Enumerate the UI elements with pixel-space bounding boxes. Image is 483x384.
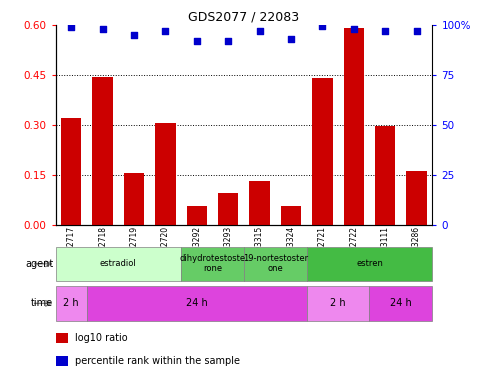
- Point: [99, 26, 107, 32]
- Bar: [56, 356, 68, 366]
- Text: log10 ratio: log10 ratio: [75, 333, 128, 343]
- Point: [382, 28, 389, 34]
- Text: 24 h: 24 h: [186, 298, 208, 308]
- Text: 24 h: 24 h: [390, 298, 412, 308]
- Text: dihydrotestoste
rone: dihydrotestoste rone: [180, 255, 245, 273]
- Bar: [155, 123, 176, 225]
- Bar: [56, 333, 68, 343]
- Bar: [218, 193, 239, 225]
- Bar: [244, 247, 307, 281]
- Text: 19-nortestoster
one: 19-nortestoster one: [243, 255, 308, 273]
- Bar: [249, 181, 270, 225]
- Bar: [124, 173, 144, 225]
- Text: time: time: [31, 298, 53, 308]
- Bar: [281, 206, 301, 225]
- Point: [193, 38, 201, 44]
- Point: [412, 28, 420, 34]
- Bar: [369, 286, 432, 321]
- Point: [68, 24, 75, 30]
- Bar: [307, 286, 369, 321]
- Text: agent: agent: [25, 259, 53, 269]
- Bar: [56, 247, 181, 281]
- Bar: [312, 78, 333, 225]
- Point: [224, 38, 232, 44]
- Bar: [406, 171, 427, 225]
- Bar: [61, 118, 82, 225]
- Text: estradiol: estradiol: [100, 259, 137, 268]
- Bar: [56, 286, 87, 321]
- Text: estren: estren: [356, 259, 383, 268]
- Point: [350, 26, 357, 32]
- Bar: [92, 76, 113, 225]
- Bar: [87, 286, 307, 321]
- Point: [130, 32, 138, 38]
- Point: [319, 23, 327, 29]
- Bar: [343, 28, 364, 225]
- Bar: [181, 247, 244, 281]
- Bar: [186, 206, 207, 225]
- Point: [287, 36, 295, 42]
- Text: percentile rank within the sample: percentile rank within the sample: [75, 356, 240, 366]
- Point: [256, 28, 264, 34]
- Title: GDS2077 / 22083: GDS2077 / 22083: [188, 11, 299, 24]
- Bar: [307, 247, 432, 281]
- Bar: [375, 126, 396, 225]
- Text: 2 h: 2 h: [330, 298, 346, 308]
- Point: [161, 28, 170, 34]
- Text: 2 h: 2 h: [63, 298, 79, 308]
